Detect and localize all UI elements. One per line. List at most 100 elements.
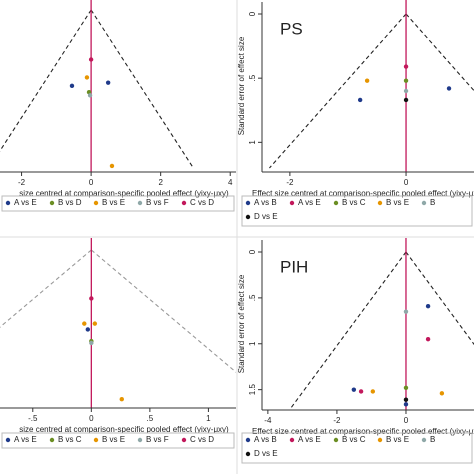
point: [370, 389, 376, 394]
legend-dot: [181, 200, 187, 206]
funnel-line: [290, 251, 407, 409]
x-tick-label: 0: [89, 178, 94, 187]
y-axis-label: Standard error of effect size: [237, 274, 246, 373]
point: [85, 327, 91, 332]
x-tick-label: 1: [206, 414, 211, 423]
legend-label: B: [430, 198, 435, 207]
legend-dot: [421, 200, 427, 206]
legend-dot: [49, 437, 55, 443]
legend-dot: [245, 451, 251, 457]
point: [105, 80, 111, 85]
point: [87, 93, 93, 98]
legend-dot: [245, 214, 251, 220]
x-tick-label: 2: [158, 178, 163, 187]
point: [403, 309, 409, 314]
point: [403, 402, 409, 407]
point: [403, 88, 409, 94]
point: [351, 387, 357, 392]
legend-label: B vs E: [102, 198, 125, 207]
legend-label: B vs C: [342, 435, 366, 444]
funnel-line: [0, 9, 92, 152]
point: [403, 397, 409, 402]
legend-box: [1, 195, 235, 212]
legend-label: B vs E: [102, 435, 125, 444]
legend-label: A vs E: [298, 435, 321, 444]
legend-dot: [181, 437, 187, 443]
legend-dot: [137, 200, 143, 206]
funnel-line: [90, 9, 194, 169]
legend-label: A vs E: [298, 198, 321, 207]
point: [403, 78, 409, 83]
point: [425, 303, 431, 309]
legend-label: B vs C: [342, 198, 366, 207]
x-tick-label: -2: [286, 178, 294, 187]
legend-box: [1, 432, 235, 449]
legend-box: [241, 432, 473, 464]
point: [357, 97, 363, 103]
y-tick-label: 1: [248, 341, 257, 346]
legend-label: B vs E: [386, 198, 409, 207]
x-tick-label: 0: [404, 178, 409, 187]
point: [92, 321, 98, 326]
y-tick-label: 0: [248, 249, 257, 254]
point: [358, 389, 364, 394]
panel-title: PIH: [280, 257, 308, 276]
legend-label: B vs C: [58, 435, 82, 444]
point: [446, 86, 452, 91]
legend-dot: [245, 437, 251, 443]
x-tick-label: -2: [333, 416, 341, 425]
legend-dot: [421, 437, 427, 443]
y-tick-label: 1: [248, 140, 257, 145]
legend-dot: [5, 200, 11, 206]
legend-label: C vs D: [190, 198, 214, 207]
y-tick-label: .5: [248, 294, 257, 301]
legend-dot: [377, 437, 383, 443]
y-tick-label: .5: [248, 74, 257, 81]
point: [69, 83, 75, 89]
point: [89, 340, 94, 346]
y-tick-label: 1.5: [248, 384, 257, 396]
legend-label: B: [430, 435, 435, 444]
x-tick-label: -.5: [28, 414, 38, 423]
funnel-line: [90, 249, 236, 373]
panel: [269, 0, 474, 172]
funnel-line: [269, 13, 407, 169]
x-tick-label: 0: [89, 414, 94, 423]
point: [403, 64, 409, 69]
x-tick-label: 0: [404, 416, 409, 425]
panel: [0, 0, 194, 172]
legend-dot: [93, 200, 99, 206]
legend-dot: [137, 437, 143, 443]
legend-label: B vs F: [146, 198, 169, 207]
panel-title: PS: [280, 19, 303, 38]
legend-dot: [333, 200, 339, 206]
point: [84, 75, 90, 80]
point: [364, 78, 370, 83]
point: [109, 163, 115, 169]
legend-box: [241, 195, 473, 227]
point: [439, 391, 445, 396]
y-tick-label: 0: [248, 11, 257, 16]
x-axis-label: size centred at comparison-specific pool…: [19, 189, 229, 198]
x-tick-label: -4: [264, 416, 272, 425]
legend-label: D vs E: [254, 212, 278, 221]
legend-label: A vs B: [254, 435, 277, 444]
x-axis-label: Effect size centred at comparison-specif…: [252, 427, 474, 436]
legend-label: A vs B: [254, 198, 277, 207]
point: [119, 396, 124, 402]
legend-label: C vs D: [190, 435, 214, 444]
point: [425, 336, 431, 342]
legend-dot: [5, 437, 11, 443]
x-axis-label: Effect size centred at comparison-specif…: [252, 189, 474, 198]
legend-dot: [289, 437, 295, 443]
point: [88, 57, 94, 62]
legend-label: B vs F: [146, 435, 169, 444]
legend-label: A vs E: [14, 435, 37, 444]
y-axis-label: Standard error of effect size: [237, 36, 246, 135]
legend-dot: [289, 200, 295, 206]
x-tick-label: -2: [18, 178, 26, 187]
x-tick-label: .5: [147, 414, 154, 423]
point: [89, 296, 94, 301]
funnel-line: [405, 13, 474, 92]
